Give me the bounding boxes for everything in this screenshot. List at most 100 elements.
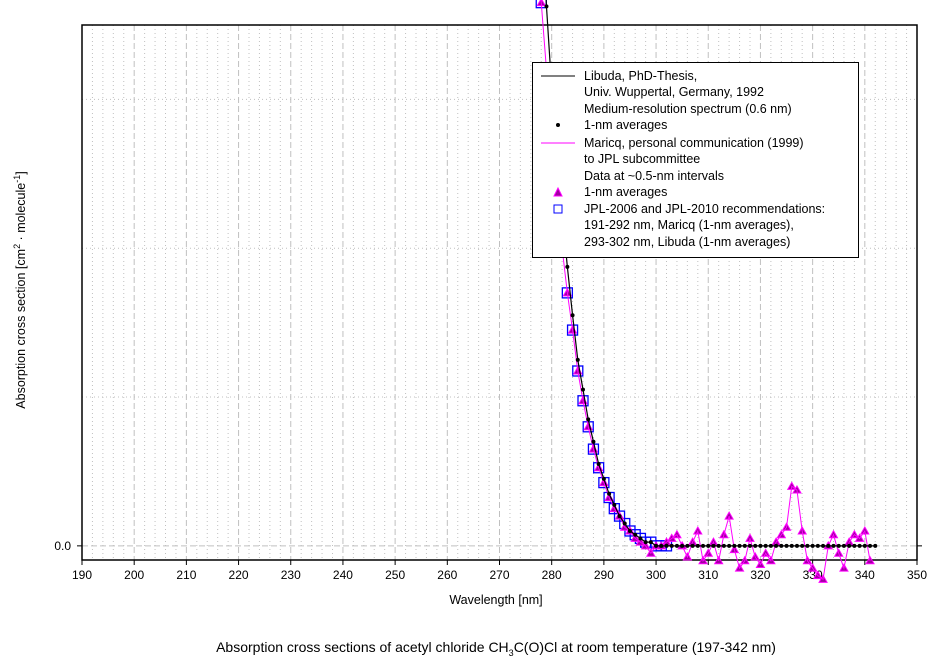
- libuda-dot-marker: [862, 543, 867, 548]
- legend-line: 1-nm averages: [584, 118, 668, 132]
- libuda-dot-marker: [857, 543, 862, 548]
- libuda-dot-marker: [841, 543, 846, 548]
- libuda-dot-marker: [868, 543, 873, 548]
- x-tick-label: 240: [333, 568, 353, 582]
- x-tick-label: 300: [646, 568, 666, 582]
- x-tick-label: 210: [176, 568, 196, 582]
- libuda-dot-marker: [810, 543, 815, 548]
- x-tick-label: 280: [542, 568, 562, 582]
- libuda-dot-marker: [774, 543, 779, 548]
- libuda-dot-marker: [800, 543, 805, 548]
- legend-line: Univ. Wuppertal, Germany, 1992: [584, 85, 764, 100]
- libuda-dot-marker: [831, 543, 836, 548]
- libuda-dot-marker: [586, 417, 591, 422]
- libuda-dot-marker: [721, 543, 726, 548]
- libuda-dot-marker: [633, 532, 638, 537]
- legend-text: JPL-2006 and JPL-2010 recommendations: 1…: [584, 201, 825, 250]
- libuda-dot-marker: [805, 543, 810, 548]
- y-tick-label: 0.0: [54, 539, 71, 553]
- x-tick-label: 190: [72, 568, 92, 582]
- libuda-dot-marker: [674, 543, 679, 548]
- title-part: C(O)Cl at room temperature (197-342 nm): [513, 639, 776, 655]
- libuda-dot-marker: [758, 543, 763, 548]
- ylabel-part: Absorption cross section [cm: [14, 248, 29, 409]
- libuda-dot-marker: [570, 313, 575, 318]
- x-tick-label: 310: [698, 568, 718, 582]
- libuda-dot-marker: [737, 543, 742, 548]
- libuda-dot-marker: [690, 543, 695, 548]
- libuda-dot-marker: [659, 543, 664, 548]
- libuda-dot-marker: [596, 462, 601, 467]
- series: [535, 0, 878, 583]
- libuda-dot-marker: [607, 491, 612, 496]
- libuda-dot-marker: [544, 4, 549, 9]
- chart-title: Absorption cross sections of acetyl chlo…: [0, 639, 942, 658]
- x-tick-label: 290: [594, 568, 614, 582]
- libuda-dot-marker: [821, 543, 826, 548]
- plot-frame: [81, 24, 918, 561]
- ylabel-sup: 2: [12, 243, 22, 249]
- x-axis-label: Wavelength [nm]: [449, 593, 543, 607]
- libuda-dot-marker: [695, 543, 700, 548]
- libuda-dot-marker: [779, 543, 784, 548]
- legend-line: Data at ~0.5-nm intervals: [584, 168, 724, 183]
- x-tick-label: 250: [385, 568, 405, 582]
- libuda-dot-marker: [612, 502, 617, 507]
- libuda-dot-marker: [627, 528, 632, 533]
- blue-square-icon: [553, 204, 563, 214]
- x-tick-label: 270: [489, 568, 509, 582]
- libuda-dot-marker: [753, 543, 758, 548]
- maricq-spectrum-line: [540, 0, 871, 581]
- maricq-triangle-marker: [745, 533, 755, 542]
- black-dot-icon: [556, 123, 560, 127]
- libuda-dot-marker: [847, 543, 852, 548]
- libuda-dot-marker: [768, 543, 773, 548]
- libuda-dot-marker: [680, 543, 685, 548]
- libuda-dot-marker: [852, 543, 857, 548]
- libuda-dot-marker: [789, 543, 794, 548]
- legend-line: JPL-2006 and JPL-2010 recommendations:: [584, 202, 826, 216]
- libuda-dot-marker: [794, 543, 799, 548]
- axes: 190 200 210 220 230 240 250 260 270 280 290 300 310 3…: [54, 24, 927, 582]
- libuda-dot-marker: [742, 543, 747, 548]
- libuda-dot-marker: [591, 439, 596, 444]
- ylabel-part: ]: [14, 171, 29, 175]
- libuda-dot-marker: [701, 543, 706, 548]
- libuda-dot-marker: [643, 540, 648, 545]
- x-tick-label: 260: [437, 568, 457, 582]
- title-sub: 3: [508, 647, 514, 658]
- libuda-dot-marker: [716, 543, 721, 548]
- legend-line: Libuda, PhD-Thesis,: [584, 69, 698, 83]
- magenta-triangle-icon: [553, 186, 563, 197]
- libuda-dot-marker: [565, 264, 570, 269]
- libuda-dot-marker: [669, 543, 674, 548]
- x-tick-label: 320: [750, 568, 770, 582]
- title-part: Absorption cross sections of acetyl chlo…: [216, 639, 509, 655]
- libuda-dot-marker: [732, 543, 737, 548]
- libuda-dot-marker: [815, 543, 820, 548]
- x-tick-label: 340: [855, 568, 875, 582]
- libuda-dot-marker: [638, 536, 643, 541]
- libuda-dot-marker: [622, 521, 627, 526]
- ylabel-sup: -1: [12, 174, 22, 183]
- libuda-dot-marker: [654, 543, 659, 548]
- legend-text: Maricq, personal communication (1999) to…: [584, 135, 804, 184]
- magenta-line-icon: [541, 142, 575, 144]
- ylabel-part: · molecule: [14, 182, 29, 244]
- x-tick-label: 230: [281, 568, 301, 582]
- legend-line: 293-302 nm, Libuda (1-nm averages): [584, 234, 791, 249]
- libuda-dot-marker: [575, 357, 580, 362]
- libuda-dot-marker: [581, 387, 585, 392]
- libuda-dot-marker: [685, 543, 690, 548]
- libuda-dot-marker: [873, 543, 878, 548]
- libuda-dot-marker: [727, 543, 732, 548]
- libuda-dot-marker: [706, 543, 711, 548]
- legend-text: Libuda, PhD-Thesis, Univ. Wuppertal, Ger…: [584, 68, 792, 117]
- x-tick-label: 220: [229, 568, 249, 582]
- libuda-dot-marker: [648, 540, 653, 545]
- libuda-dot-marker: [711, 543, 716, 548]
- x-tick-label: 200: [124, 568, 144, 582]
- legend-line: to JPL subcommittee: [584, 152, 701, 167]
- libuda-dot-marker: [601, 476, 606, 481]
- legend-line: Maricq, personal communication (1999): [584, 136, 804, 150]
